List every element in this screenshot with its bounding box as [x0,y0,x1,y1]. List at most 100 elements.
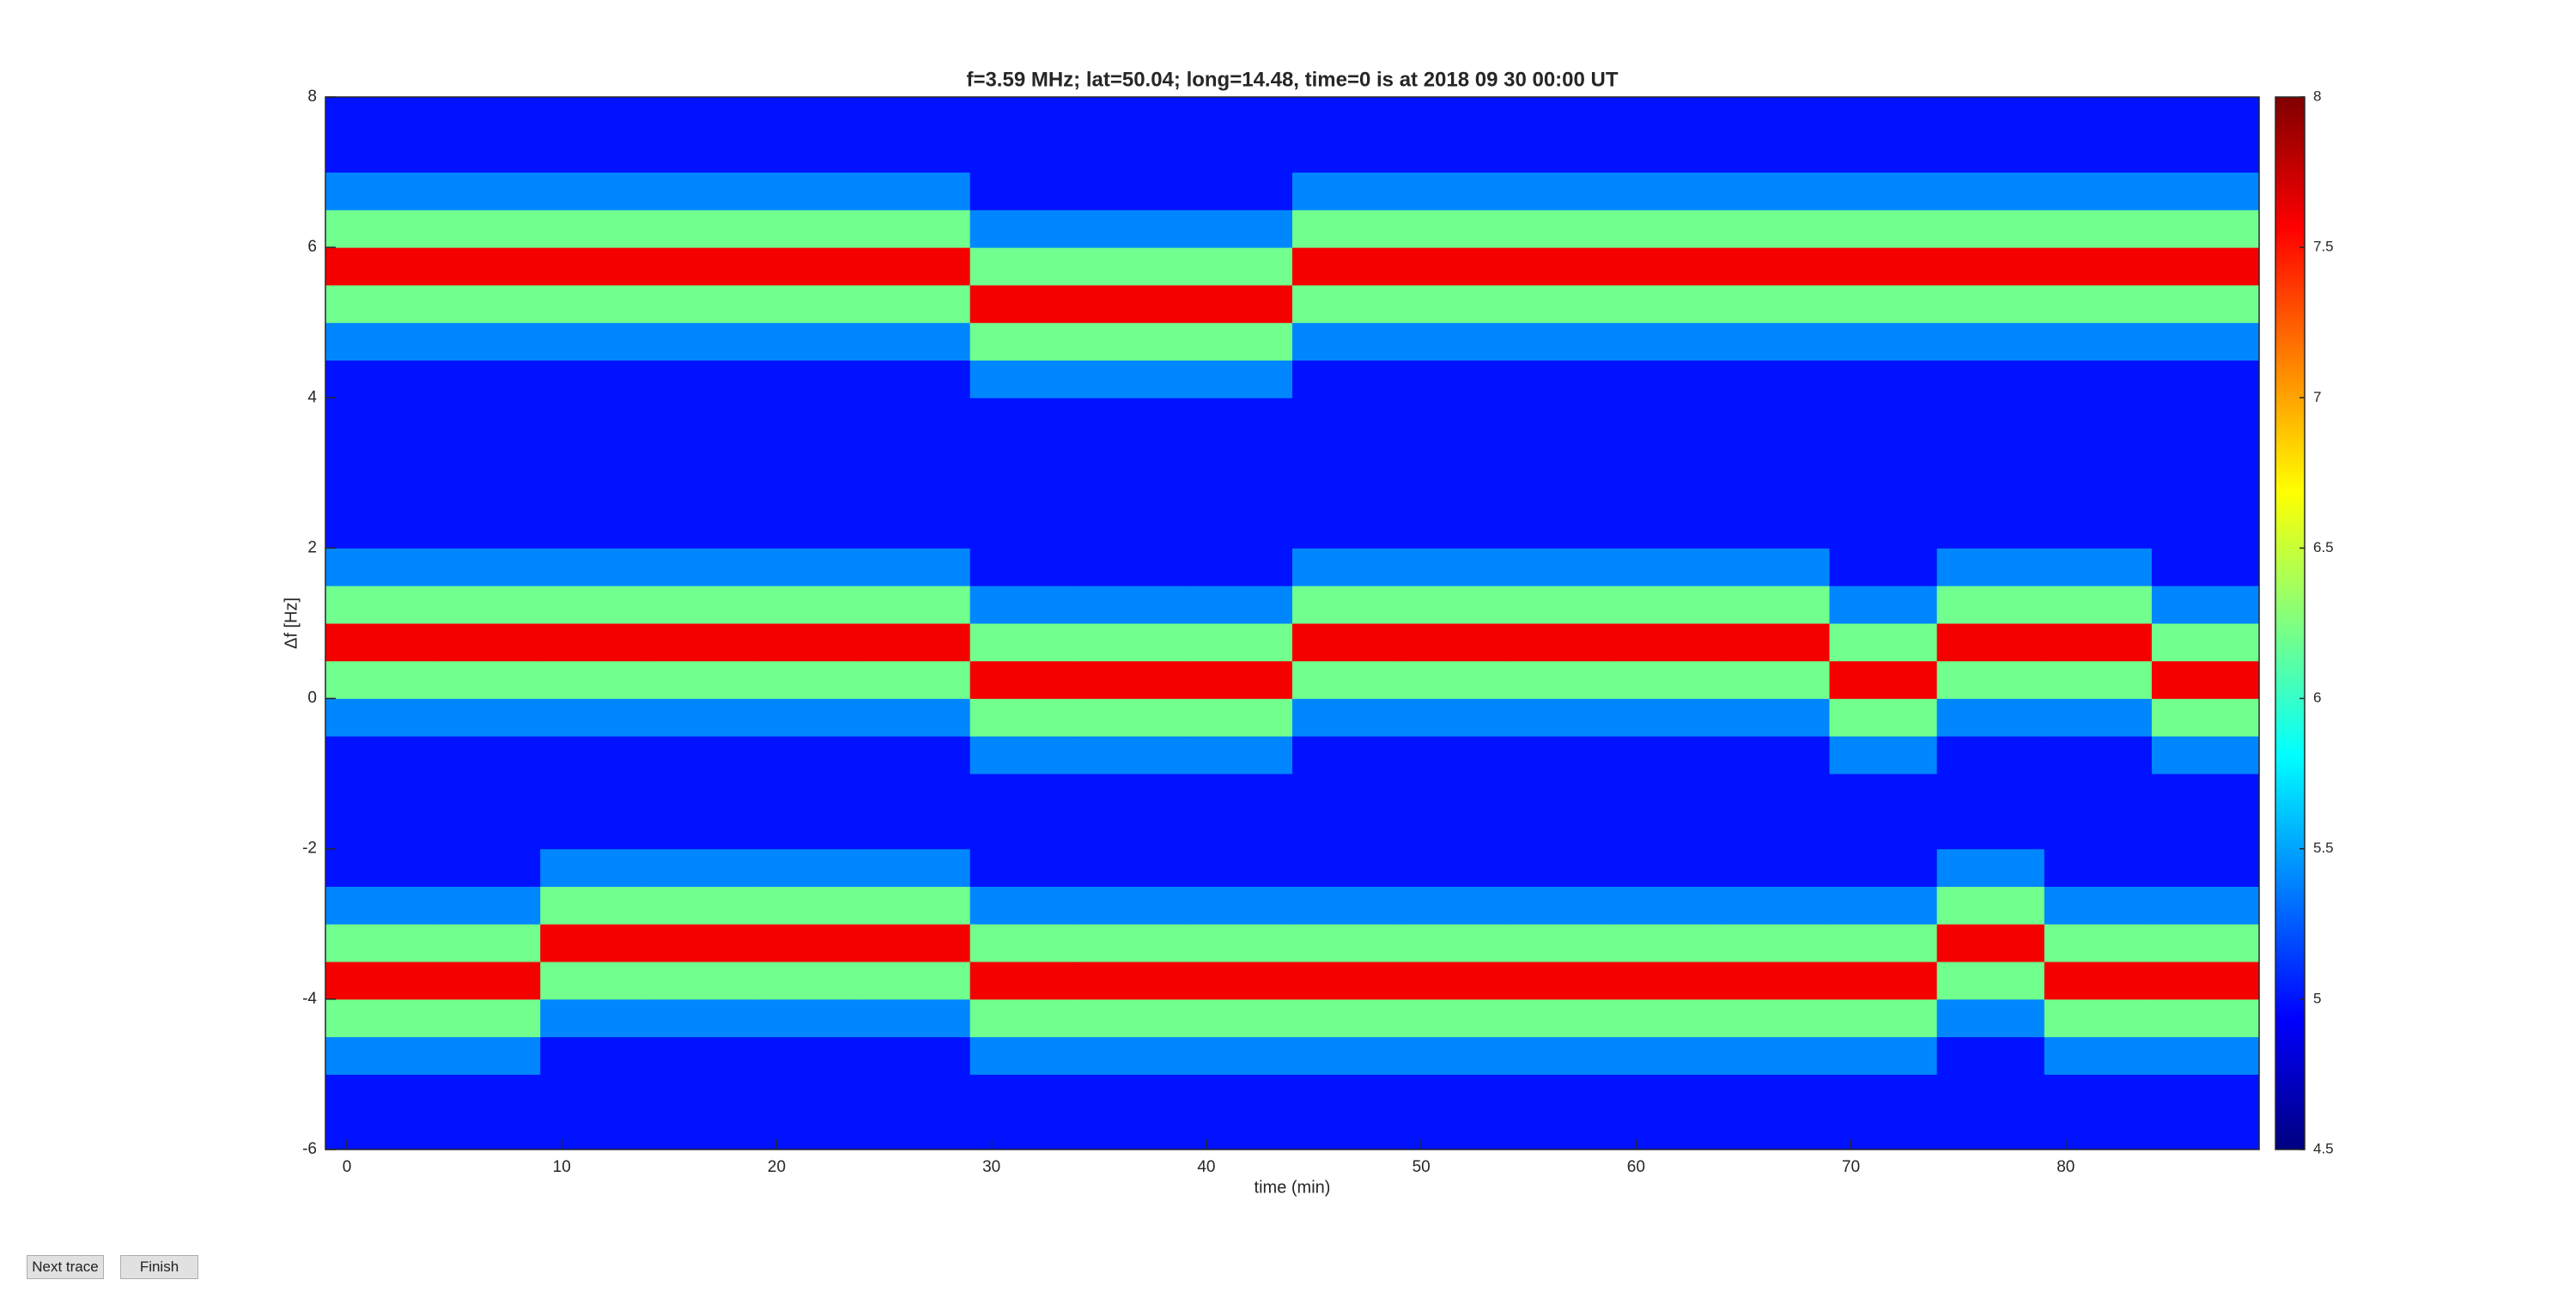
heat-cell [2044,998,2153,1038]
heat-cell [1077,472,1186,512]
heat-cell [1077,998,1186,1038]
heat-cell [433,1036,541,1075]
heat-cell [2044,134,2153,173]
heat-cell [1400,472,1508,512]
heat-cell [755,284,864,324]
heat-cell [1292,360,1400,398]
heat-cell [1614,322,1722,361]
heat-cell [647,172,756,210]
heat-cell [1614,548,1722,586]
heat-cell [1184,472,1293,512]
heat-cell [2044,1112,2153,1150]
heat-cell [1829,886,1938,925]
heat-cell [969,623,1078,662]
heat-cell [1292,886,1400,925]
heat-cell [2151,924,2260,962]
heat-cell [433,585,541,624]
heat-cell [755,172,864,210]
heat-cell [1507,773,1615,812]
heat-cell [1400,134,1508,173]
heat-cell [647,397,756,436]
heat-cell [1077,284,1186,324]
heat-cell [433,134,541,173]
heat-cell [433,660,541,700]
heat-cell [433,1112,541,1150]
heat-cell [862,886,971,925]
colorbar-tick-label: 8 [2313,88,2321,104]
heat-cell [433,322,541,361]
heat-cell [755,848,864,887]
heat-cell [540,1112,648,1150]
heat-cell [2151,698,2260,737]
heat-cell [862,510,971,549]
heat-cell [1614,172,1722,210]
next-trace-button[interactable]: Next trace [27,1255,104,1279]
y-tick-label: -2 [302,840,317,858]
heat-cell [1292,1112,1400,1150]
heat-cell [1292,585,1400,624]
heat-cell [433,548,541,586]
heat-cell [325,998,434,1038]
heat-cell [647,134,756,173]
heat-cell [1722,435,1831,474]
heat-cell [2151,1036,2260,1075]
heat-cell [1292,736,1400,774]
heat-cell [540,1074,648,1113]
heat-cell [1400,1112,1508,1150]
heat-cell [1829,585,1938,624]
heat-cell [1936,961,2045,1000]
heat-cell [2151,134,2260,173]
heat-cell [1507,1112,1615,1150]
heat-cell [1184,209,1293,248]
heat-cell [1292,209,1400,248]
heat-cell [1184,284,1293,324]
heat-cell [1077,961,1186,1000]
heat-cell [647,585,756,624]
heat-cell [1507,510,1615,549]
heat-cell [969,660,1078,700]
heat-cell [1829,134,1938,173]
heat-cell [325,924,434,962]
heat-cell [1614,623,1722,662]
heat-cell [1614,998,1722,1038]
heat-cell [969,435,1078,474]
heat-cell [540,472,648,512]
heat-cell [755,397,864,436]
heat-cell [1077,585,1186,624]
heat-cell [969,773,1078,812]
heat-cell [1400,1074,1508,1113]
heat-cell [1400,97,1508,136]
heat-cell [2151,435,2260,474]
heat-cell [1292,1074,1400,1113]
heat-cell [2044,848,2153,887]
heat-cell [1184,548,1293,586]
heat-cell [1829,736,1938,774]
heat-cell [862,848,971,887]
heat-cell [1077,97,1186,136]
heat-cell [969,736,1078,774]
heat-cell [755,810,864,850]
heat-cell [1936,360,2045,398]
heat-cell [1829,284,1938,324]
heat-cell [1829,548,1938,586]
heat-cell [433,247,541,286]
heat-cell [1400,247,1508,286]
heat-cell [1400,773,1508,812]
heat-cell [2044,510,2153,549]
heat-cell [1400,736,1508,774]
heat-cell [1292,172,1400,210]
heat-cell [1614,247,1722,286]
heat-cell [647,660,756,700]
heat-cell [1936,848,2045,887]
heat-cell [1829,472,1938,512]
heat-cell [325,134,434,173]
heat-cell [540,773,648,812]
heat-cell [1400,548,1508,586]
finish-button[interactable]: Finish [120,1255,198,1279]
heat-cell [1936,97,2045,136]
heat-cell [647,247,756,286]
heat-cell [2044,322,2153,361]
heat-cell [1829,172,1938,210]
y-tick-label: 8 [307,88,317,106]
